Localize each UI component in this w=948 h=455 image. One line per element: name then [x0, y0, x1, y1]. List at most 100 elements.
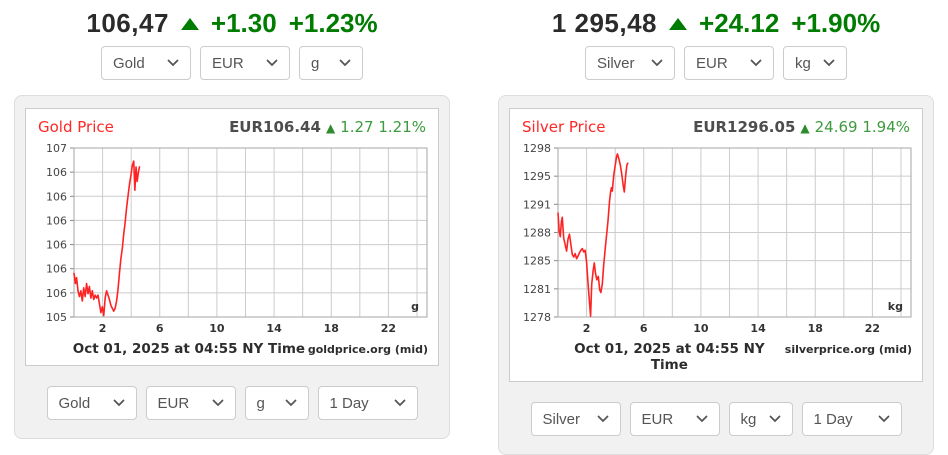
chart-timestamp: Oct 01, 2025 at 04:55 NY Time — [72, 341, 306, 357]
unit-select[interactable]: kg — [728, 402, 793, 436]
unit-select[interactable]: kg — [783, 46, 847, 80]
chevron-down-icon — [878, 415, 890, 423]
chevron-down-icon — [266, 59, 278, 67]
svg-text:18: 18 — [324, 322, 339, 335]
gold-chart-header: Gold Price EUR106.44 ▲ 1.27 1.21% — [30, 116, 434, 140]
gold-price-chart: 107 106 106 106 106 106 106 105 2 6 10 14 18 22 g — [30, 140, 434, 340]
gold-quote-row: 106,47 +1.30 +1.23% — [14, 6, 450, 40]
svg-text:106: 106 — [46, 214, 67, 227]
metal-select[interactable]: Silver — [530, 402, 621, 436]
chevron-down-icon — [339, 59, 351, 67]
up-triangle-icon — [669, 18, 688, 30]
svg-text:14: 14 — [266, 322, 282, 335]
gold-top-select-row: Gold EUR g — [14, 46, 450, 80]
unit-select[interactable]: g — [299, 46, 363, 80]
period-select-value: 1 Day — [813, 410, 853, 428]
svg-text:1278: 1278 — [523, 311, 551, 324]
metal-select-value: Gold — [113, 54, 145, 72]
gold-chart-quote: EUR106.44 ▲ 1.27 1.21% — [229, 118, 426, 136]
svg-text:10: 10 — [209, 322, 225, 335]
gold-change-percent: +1.23% — [288, 7, 378, 38]
svg-text:106: 106 — [46, 239, 67, 252]
silver-widget: 1 295,48 +24.12 +1.90% Silver EUR kg Sil — [498, 6, 934, 455]
svg-text:107: 107 — [46, 142, 67, 155]
svg-text:g: g — [411, 300, 419, 313]
metal-select[interactable]: Gold — [46, 386, 137, 420]
svg-text:1281: 1281 — [523, 283, 551, 296]
silver-chart-panel: Silver Price EUR1296.05 ▲ 24.69 1.94% 12… — [509, 108, 923, 382]
gold-change: +1.30 — [210, 7, 277, 38]
svg-text:105: 105 — [46, 311, 67, 324]
svg-text:2: 2 — [583, 322, 591, 335]
chevron-down-icon — [750, 59, 762, 67]
unit-select-value: kg — [795, 54, 811, 72]
chevron-down-icon — [651, 59, 663, 67]
gold-spot-price: 106,47 — [86, 7, 169, 38]
unit-select-value: g — [311, 54, 320, 72]
chevron-down-icon — [769, 415, 781, 423]
svg-text:106: 106 — [46, 287, 67, 300]
metal-select-value: Gold — [58, 394, 91, 412]
silver-chart-header: Silver Price EUR1296.05 ▲ 24.69 1.94% — [514, 116, 918, 140]
unit-select[interactable]: g — [244, 386, 309, 420]
chevron-down-icon — [285, 399, 297, 407]
svg-text:106: 106 — [46, 263, 67, 276]
gold-chart-price: EUR106.44 — [229, 118, 321, 136]
silver-chart-price: EUR1296.05 — [693, 118, 796, 136]
silver-chart-footer: Oct 01, 2025 at 04:55 NY Time silverpric… — [514, 340, 918, 377]
chevron-down-icon — [212, 399, 224, 407]
period-select[interactable]: 1 Day — [317, 386, 418, 420]
svg-text:22: 22 — [865, 322, 880, 335]
metal-select-value: Silver — [597, 54, 635, 72]
currency-select[interactable]: EUR — [629, 402, 720, 436]
silver-chart-card: Silver Price EUR1296.05 ▲ 24.69 1.94% 12… — [498, 95, 934, 455]
currency-select-value: EUR — [641, 410, 674, 428]
svg-text:1291: 1291 — [523, 198, 551, 211]
chevron-down-icon — [823, 59, 835, 67]
silver-quote-row: 1 295,48 +24.12 +1.90% — [498, 6, 934, 40]
currency-select[interactable]: EUR — [684, 46, 774, 80]
chevron-down-icon — [597, 415, 609, 423]
silver-price-chart: 1298 1295 1291 1288 1285 1281 1278 2 6 10 14 18 22 kg — [514, 140, 918, 340]
svg-text:1288: 1288 — [523, 227, 551, 240]
silver-bottom-select-row: Silver EUR kg 1 Day — [509, 402, 923, 436]
svg-text:1295: 1295 — [523, 170, 551, 183]
period-select-value: 1 Day — [329, 394, 369, 412]
gold-bottom-select-row: Gold EUR g 1 Day — [25, 386, 439, 420]
silver-chart-quote: EUR1296.05 ▲ 24.69 1.94% — [693, 118, 910, 136]
period-select[interactable]: 1 Day — [801, 402, 902, 436]
gold-chart-title: Gold Price — [38, 118, 114, 136]
svg-text:6: 6 — [640, 322, 648, 335]
metal-select[interactable]: Gold — [101, 46, 191, 80]
gold-chart-change: 1.27 1.21% — [340, 118, 426, 136]
silver-top-select-row: Silver EUR kg — [498, 46, 934, 80]
svg-text:6: 6 — [156, 322, 164, 335]
metal-select-value: Silver — [542, 410, 581, 428]
chevron-down-icon — [113, 399, 125, 407]
currency-select-value: EUR — [157, 394, 190, 412]
currency-select[interactable]: EUR — [145, 386, 236, 420]
svg-text:106: 106 — [46, 190, 67, 203]
chevron-down-icon — [167, 59, 179, 67]
chart-source: goldprice.org (mid) — [307, 343, 428, 356]
gold-chart-panel: Gold Price EUR106.44 ▲ 1.27 1.21% 107 106… — [25, 108, 439, 366]
silver-change-percent: +1.90% — [791, 7, 881, 38]
up-triangle-icon: ▲ — [325, 121, 336, 135]
currency-select[interactable]: EUR — [200, 46, 290, 80]
unit-select-value: g — [256, 394, 265, 412]
svg-text:2: 2 — [99, 322, 107, 335]
gold-chart-footer: Oct 01, 2025 at 04:55 NY Time goldprice.… — [30, 340, 434, 361]
chart-source: silverprice.org (mid) — [784, 343, 912, 356]
up-triangle-icon: ▲ — [800, 121, 810, 135]
silver-chart-title: Silver Price — [522, 118, 606, 136]
up-triangle-icon — [180, 18, 199, 30]
svg-text:18: 18 — [808, 322, 823, 335]
currency-select-value: EUR — [696, 54, 728, 72]
chevron-down-icon — [394, 399, 406, 407]
silver-spot-price: 1 295,48 — [551, 7, 658, 38]
metal-select[interactable]: Silver — [585, 46, 675, 80]
currency-select-value: EUR — [212, 54, 244, 72]
chart-timestamp: Oct 01, 2025 at 04:55 NY Time — [574, 341, 765, 373]
silver-chart-change: 24.69 1.94% — [814, 118, 910, 136]
